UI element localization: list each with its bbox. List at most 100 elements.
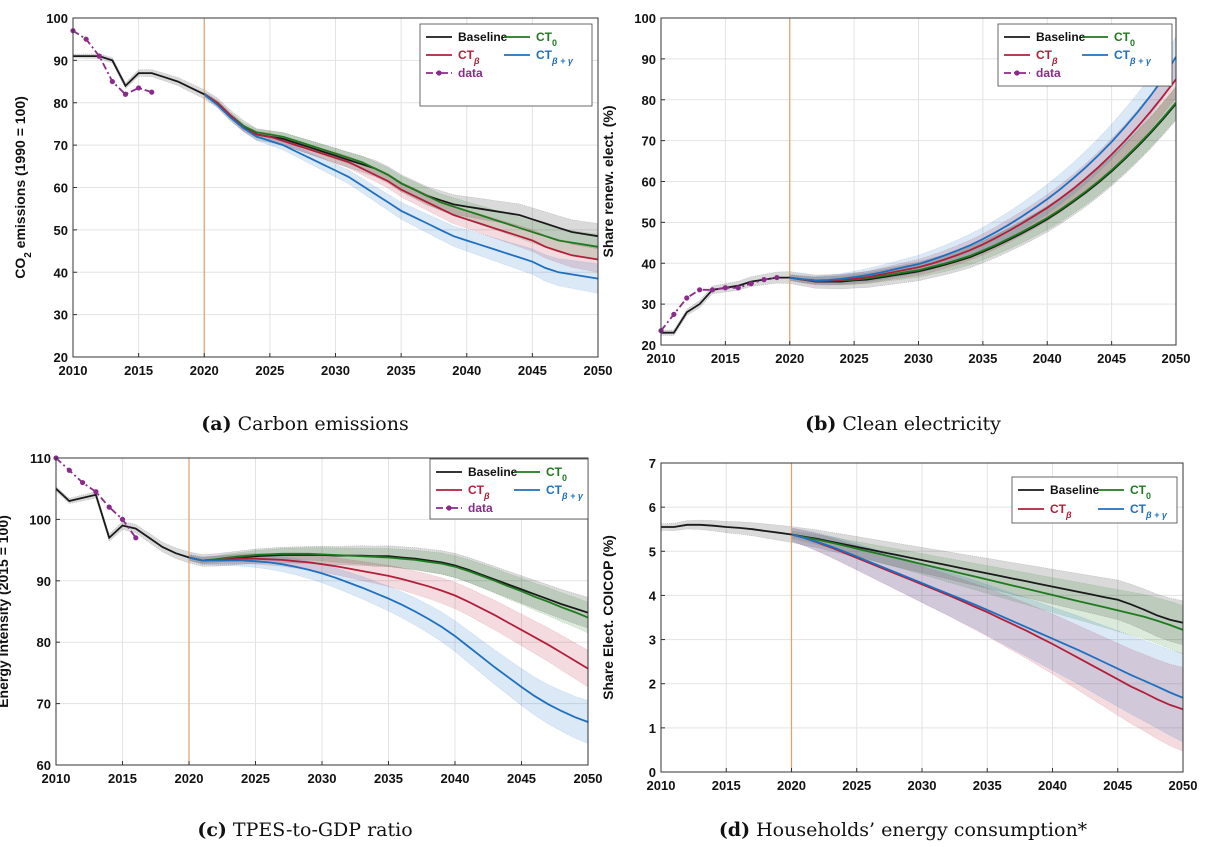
legend-label: CT0	[546, 465, 567, 483]
series-line	[661, 523, 1184, 624]
x-tick-label: 2020	[175, 771, 204, 786]
y-tick-label: 7	[649, 456, 656, 471]
data-point	[119, 516, 126, 523]
x-tick-label: 2040	[441, 771, 470, 786]
x-tick-label: 2040	[1033, 351, 1062, 366]
series-line	[791, 533, 1184, 711]
y-tick-label: 30	[54, 308, 68, 323]
data-point	[748, 281, 754, 287]
data-point	[684, 295, 690, 301]
data-point	[709, 287, 716, 293]
legend-label: Baseline	[1036, 30, 1086, 44]
legend: Baseline CT0 CTβ CTβ + γ data	[997, 23, 1173, 87]
data-point	[96, 53, 102, 59]
series-line	[789, 56, 1177, 282]
y-tick-label: 4	[649, 588, 657, 603]
y-tick-label: 60	[37, 758, 51, 773]
data-point	[774, 274, 780, 281]
legend: Baseline CT0 CTβ CTβ + γ	[1011, 476, 1178, 524]
x-tick-label: 2020	[777, 778, 806, 793]
legend-label: CTβ + γ	[1114, 48, 1152, 66]
x-tick-label: 2050	[1162, 351, 1191, 366]
legend-label: CTβ	[468, 483, 490, 501]
series-band	[791, 530, 1184, 655]
series-band	[789, 35, 1177, 286]
series-line	[203, 93, 599, 261]
y-tick-label: 40	[642, 256, 656, 271]
x-tick-label: 2020	[190, 363, 219, 378]
y-tick-label: 6	[649, 500, 656, 515]
data-point	[66, 467, 72, 473]
x-tick-label: 2015	[108, 771, 137, 786]
x-tick-label: 2045	[1097, 351, 1126, 366]
panel-c-tpes-to-gdp: 2010 2015 2020 2025 2030 2035 2040 2045 2050 60 70…	[0, 451, 602, 786]
series-line	[203, 93, 599, 248]
y-tick-label: 80	[54, 96, 68, 111]
series-band	[188, 552, 589, 688]
legend-label: Baseline	[468, 465, 518, 479]
x-tick-label: 2035	[374, 771, 403, 786]
data-point	[149, 89, 155, 95]
x-tick-label: 2040	[1038, 778, 1067, 793]
legend-label: CTβ	[1036, 48, 1058, 66]
x-tick-label: 2040	[452, 363, 481, 378]
legend-label: CT0	[1114, 30, 1135, 48]
series-line	[188, 556, 589, 723]
x-tick-label: 2050	[574, 771, 603, 786]
legend-marker	[1014, 70, 1020, 76]
x-tick-label: 2025	[241, 771, 270, 786]
y-tick-label: 5	[649, 544, 656, 559]
data-point	[93, 489, 99, 495]
data-point	[83, 36, 89, 42]
x-tick-label: 2035	[387, 363, 416, 378]
y-tick-label: 50	[54, 223, 68, 238]
y-tick-label: 70	[37, 697, 51, 712]
legend-box	[1011, 476, 1178, 524]
x-tick-label: 2015	[712, 778, 741, 793]
series-line	[73, 55, 599, 238]
legend-box	[429, 458, 589, 520]
x-tick-label: 2015	[124, 363, 153, 378]
legend-marker	[436, 70, 442, 76]
x-tick-label: 2050	[584, 363, 613, 378]
y-tick-label: 1	[649, 721, 656, 736]
y-axis-label: Share Elect. COICOP (%)	[600, 535, 616, 700]
series-line	[789, 78, 1177, 283]
series-band	[72, 53, 599, 250]
data-point	[106, 504, 112, 510]
x-tick-label: 2045	[518, 363, 547, 378]
data-point	[133, 535, 139, 541]
data-point	[122, 91, 129, 97]
series-line	[791, 533, 1184, 699]
series-line	[203, 93, 599, 280]
series-band	[188, 547, 589, 634]
y-tick-label: 3	[649, 633, 656, 648]
x-tick-label: 2015	[711, 351, 740, 366]
series-line	[661, 103, 1177, 334]
y-tick-label: 20	[642, 338, 656, 353]
y-tick-label: 70	[54, 138, 68, 153]
legend-label: CTβ + γ	[546, 483, 584, 501]
data-point	[761, 277, 767, 283]
legend-label: data	[458, 66, 483, 80]
caption-b: (b) Clean electricity	[805, 413, 1001, 435]
legend-label: Baseline	[458, 30, 508, 44]
legend-marker	[446, 505, 452, 511]
y-axis-label: CO2 emissions (1990 = 100)	[12, 96, 34, 279]
y-axis-label: Share renew. elect. (%)	[600, 106, 616, 258]
y-tick-label: 90	[37, 574, 51, 589]
x-tick-label: 2035	[973, 778, 1002, 793]
x-tick-label: 2025	[255, 363, 284, 378]
x-tick-label: 2010	[647, 778, 676, 793]
legend-label: data	[468, 501, 493, 515]
y-tick-label: 110	[30, 451, 51, 466]
data-point	[80, 479, 86, 486]
legend-label: CTβ	[458, 48, 480, 66]
legend-label: CTβ	[1050, 502, 1072, 520]
x-tick-label: 2045	[1103, 778, 1132, 793]
y-tick-label: 40	[54, 265, 68, 280]
y-tick-label: 90	[642, 52, 656, 67]
data-point	[735, 285, 741, 291]
x-tick-label: 2010	[42, 771, 71, 786]
